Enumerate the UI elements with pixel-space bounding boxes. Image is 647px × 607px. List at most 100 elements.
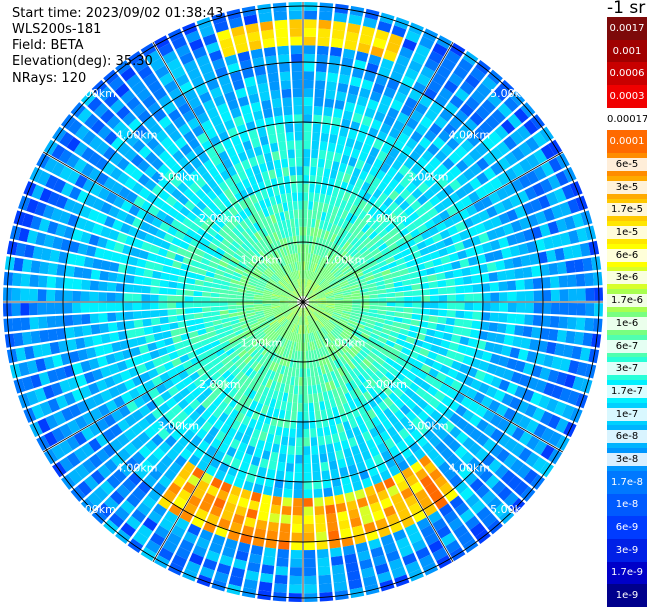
ray-gate [330, 468, 340, 479]
ray-gate [297, 350, 301, 360]
ray-gate [270, 263, 278, 272]
ray-gate [333, 327, 342, 335]
ray-gate [197, 382, 209, 393]
ray-gate [273, 310, 282, 315]
ray-gate [496, 448, 511, 463]
ray-gate [354, 254, 364, 263]
ray-gate [296, 437, 303, 447]
ray-gate [347, 360, 356, 370]
ray-gate [338, 320, 347, 327]
ray-gate [326, 241, 333, 251]
ray-gate [397, 459, 410, 472]
ray-gate [187, 474, 200, 487]
ray-gate [280, 318, 288, 326]
ray-gate [314, 505, 325, 516]
ray-gate [336, 422, 345, 433]
ray-gate [323, 287, 333, 293]
ray-gate [473, 293, 482, 302]
ray-gate [540, 144, 555, 160]
ray-gate [543, 382, 556, 397]
ray-gate [317, 436, 326, 446]
ray-gate [323, 354, 330, 365]
ray-gate [342, 483, 354, 494]
ray-gate [247, 284, 257, 290]
ray-gate [398, 428, 410, 440]
ray-gate [301, 333, 303, 343]
ray-gate [147, 252, 158, 262]
ray-gate [304, 27, 317, 37]
ray-gate [492, 343, 504, 355]
ray-gate [346, 93, 358, 104]
ray-gate [138, 404, 151, 417]
ray-gate [90, 183, 103, 197]
ray-gate [303, 541, 315, 551]
ray-gate [323, 426, 331, 436]
ray-gate [462, 217, 475, 229]
ray-gate [466, 457, 481, 471]
ray-gate [243, 377, 253, 387]
ray-gate [289, 567, 302, 577]
ray-gate [174, 253, 185, 263]
ray-gate [325, 250, 332, 260]
ray-gate [95, 448, 110, 463]
ray-gate [269, 278, 278, 285]
ray-gate [311, 149, 319, 159]
ray-gate [189, 371, 200, 382]
ray-gate [346, 22, 361, 34]
ray-gate [285, 311, 293, 319]
ray-gate [305, 244, 309, 254]
ray-gate [237, 95, 250, 107]
ray-gate [380, 533, 395, 546]
ray-gate [299, 316, 302, 326]
ray-gate [160, 202, 172, 214]
ray-gate [100, 480, 115, 496]
ray-gate [206, 484, 219, 497]
ray-gate [374, 369, 385, 380]
ray-gate [224, 210, 234, 221]
ray-gate [205, 247, 216, 256]
ray-gate [319, 266, 325, 276]
ray-gate [248, 379, 257, 390]
ray-gate [298, 342, 301, 352]
ray-gate [303, 278, 306, 288]
ray-gate [469, 428, 483, 442]
ray-gate [375, 256, 386, 264]
ray-gate [386, 78, 400, 91]
ray-gate [96, 236, 108, 249]
ray-gate [486, 363, 498, 375]
ray-gate [287, 273, 293, 282]
ray-gate [145, 260, 156, 270]
ray-gate [274, 312, 283, 318]
ray-gate [251, 164, 261, 176]
ray-gate [211, 283, 221, 289]
ray-gate [272, 309, 282, 314]
ray-gate [231, 367, 241, 377]
ray-gate [183, 188, 195, 200]
ray-gate [56, 264, 67, 277]
ray-gate [188, 454, 201, 467]
ray-gate [244, 516, 256, 528]
ray-gate [393, 452, 405, 465]
ray-gate [333, 581, 348, 592]
ray-gate [238, 349, 247, 358]
ray-gate [47, 398, 61, 413]
ray-gate [489, 146, 504, 161]
ray-gate [270, 89, 281, 100]
ray-gate [277, 391, 284, 401]
ray-gate [360, 264, 370, 272]
ray-gate [539, 178, 553, 194]
ray-gate [348, 399, 357, 410]
ray-gate [295, 446, 303, 455]
ray-gate [238, 261, 248, 269]
ray-gate [220, 111, 232, 123]
ray-gate [277, 269, 285, 278]
ray-gate [312, 471, 321, 481]
ray-gate [114, 506, 130, 521]
ray-gate [511, 426, 525, 441]
ray-gate [178, 370, 189, 381]
ray-gate [210, 477, 223, 489]
ray-gate [119, 462, 133, 477]
ray-gate [124, 213, 136, 226]
ray-gate [240, 338, 250, 346]
ray-gate [107, 322, 118, 332]
